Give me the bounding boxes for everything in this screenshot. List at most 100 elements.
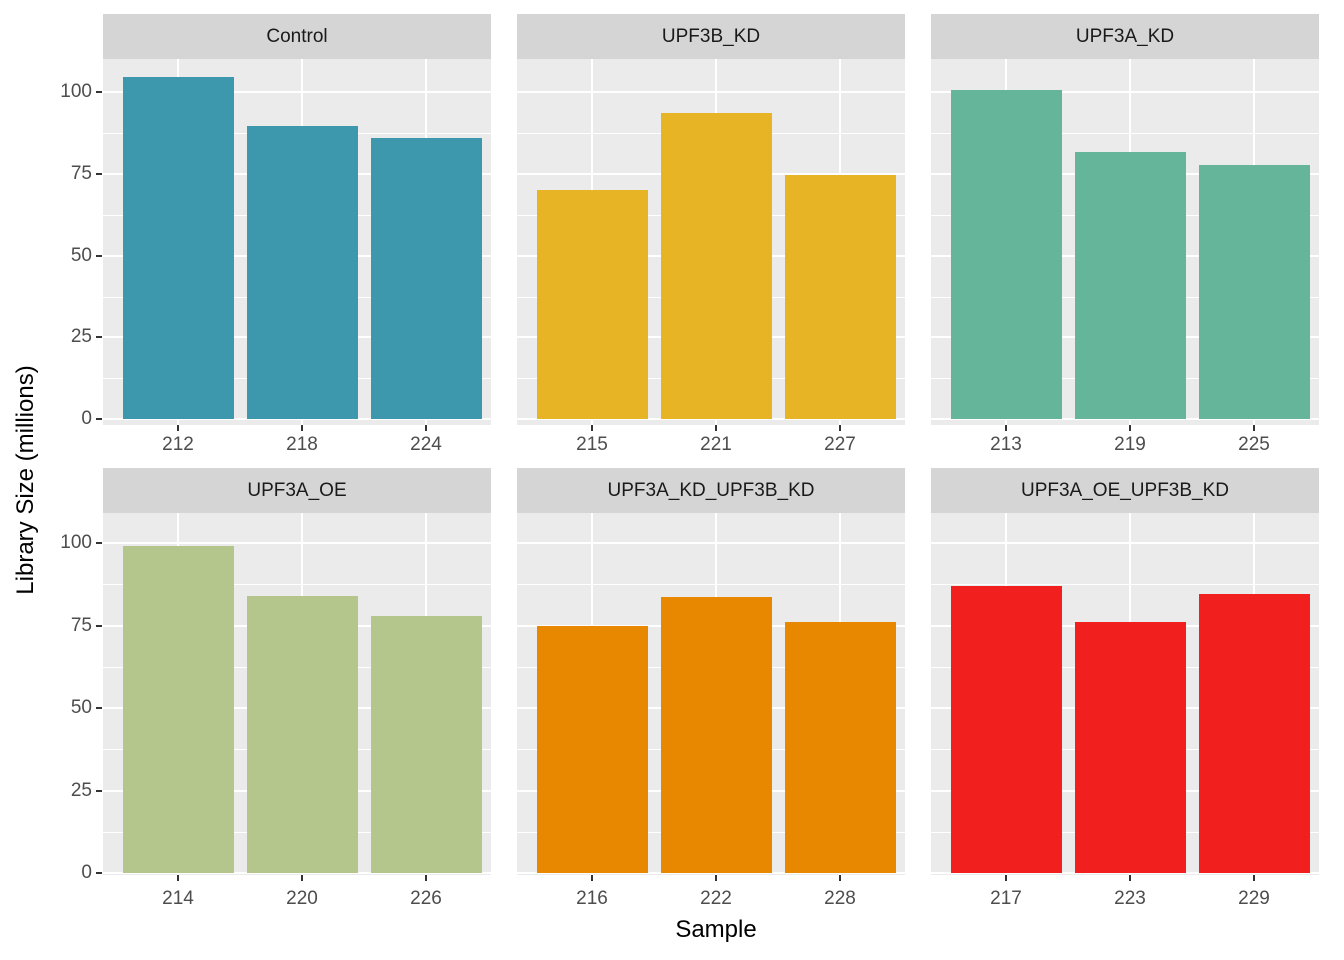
x-tick-label: 226 [410, 888, 442, 909]
bar [1074, 622, 1186, 873]
gridline-major-h [517, 418, 905, 421]
x-tick-mark [839, 875, 841, 881]
x-tick-mark [1253, 425, 1255, 431]
x-tick-mark [425, 425, 427, 431]
gridline-major-h [517, 542, 905, 544]
facet-strip-label: UPF3A_OE [247, 479, 347, 501]
bar [660, 113, 772, 420]
gridline-major-h [517, 90, 905, 93]
bar [1198, 165, 1310, 420]
x-tick-mark [425, 875, 427, 881]
x-tick-label: 222 [700, 888, 732, 909]
x-tick-label: 212 [162, 434, 194, 455]
facet-panel [931, 59, 1319, 425]
x-tick-mark [591, 875, 593, 881]
bar [536, 190, 648, 420]
gridline-major-h [931, 542, 1319, 544]
y-tick-label: 100 [60, 80, 92, 102]
bar [784, 622, 896, 873]
x-tick-label: 225 [1238, 434, 1270, 455]
x-tick-mark [839, 425, 841, 431]
bar [950, 585, 1062, 873]
x-tick-mark [177, 425, 179, 431]
facet-strip-label: UPF3A_OE_UPF3B_KD [1020, 479, 1230, 501]
gridline-minor-h [517, 584, 905, 586]
y-tick-mark [96, 90, 102, 93]
facet-strip: UPF3A_KD [931, 14, 1319, 59]
gridline-major-h [517, 872, 905, 874]
gridline-major-h [931, 872, 1319, 874]
facet-strip: UPF3A_KD_UPF3B_KD [517, 468, 905, 513]
x-tick-label: 228 [824, 888, 856, 909]
x-tick-label: 218 [286, 434, 318, 455]
y-tick-label: 75 [70, 614, 92, 636]
y-tick-label: 25 [70, 326, 92, 348]
x-tick-label: 229 [1238, 888, 1270, 909]
bar [122, 77, 234, 420]
y-tick-mark [96, 542, 102, 544]
x-tick-label: 214 [162, 888, 194, 909]
y-tick-mark [96, 624, 102, 627]
y-tick-label: 75 [70, 162, 92, 184]
x-tick-label: 216 [576, 888, 608, 909]
x-tick-label: 224 [410, 434, 442, 455]
gridline-major-h [103, 90, 491, 93]
facet-strip: UPF3A_OE_UPF3B_KD [931, 468, 1319, 513]
facet-panel [103, 59, 491, 425]
gridline-major-h [931, 90, 1319, 93]
gridline-major-h [103, 872, 491, 874]
x-tick-label: 227 [824, 434, 856, 455]
y-tick-mark [96, 254, 102, 257]
bar [370, 137, 482, 420]
x-tick-mark [1129, 425, 1131, 431]
gridline-major-h [931, 418, 1319, 421]
facet-strip: UPF3B_KD [517, 14, 905, 59]
bar [1198, 594, 1310, 873]
bar [950, 90, 1062, 420]
gridline-minor-h [103, 584, 491, 586]
bar [246, 126, 358, 420]
gridline-major-h [103, 418, 491, 421]
bar [122, 546, 234, 873]
x-tick-mark [591, 425, 593, 431]
y-tick-mark [96, 872, 102, 874]
y-tick-mark [96, 336, 102, 339]
facet-strip-label: UPF3A_KD_UPF3B_KD [607, 479, 815, 501]
x-tick-mark [715, 425, 717, 431]
bar [784, 175, 896, 420]
x-axis-title: Sample [675, 916, 757, 943]
y-tick-label: 25 [70, 779, 92, 801]
bar [370, 615, 482, 873]
y-tick-label: 0 [81, 408, 92, 430]
facet-strip-label: Control [266, 25, 328, 47]
facet-strip-label: UPF3B_KD [661, 25, 761, 47]
gridline-major-h [103, 542, 491, 544]
x-tick-label: 220 [286, 888, 318, 909]
x-tick-label: 217 [990, 888, 1022, 909]
gridline-minor-h [931, 132, 1319, 134]
facet-panel [517, 513, 905, 875]
y-tick-label: 50 [70, 244, 92, 266]
x-tick-label: 213 [990, 434, 1022, 455]
y-tick-label: 0 [81, 862, 92, 883]
bar [246, 595, 358, 873]
facet-panel [931, 513, 1319, 875]
bar [536, 625, 648, 873]
y-tick-mark [96, 172, 102, 175]
x-tick-mark [301, 425, 303, 431]
bar [660, 597, 772, 873]
x-tick-mark [1253, 875, 1255, 881]
x-tick-mark [1005, 875, 1007, 881]
facet-panel [517, 59, 905, 425]
x-tick-label: 219 [1114, 434, 1146, 455]
gridline-minor-h [931, 584, 1319, 586]
facet-strip: UPF3A_OE [103, 468, 491, 513]
y-tick-label: 100 [60, 532, 92, 553]
x-tick-mark [177, 875, 179, 881]
bar [1074, 152, 1186, 420]
x-tick-mark [301, 875, 303, 881]
facet-panel [103, 513, 491, 875]
x-tick-mark [715, 875, 717, 881]
y-tick-mark [96, 707, 102, 709]
